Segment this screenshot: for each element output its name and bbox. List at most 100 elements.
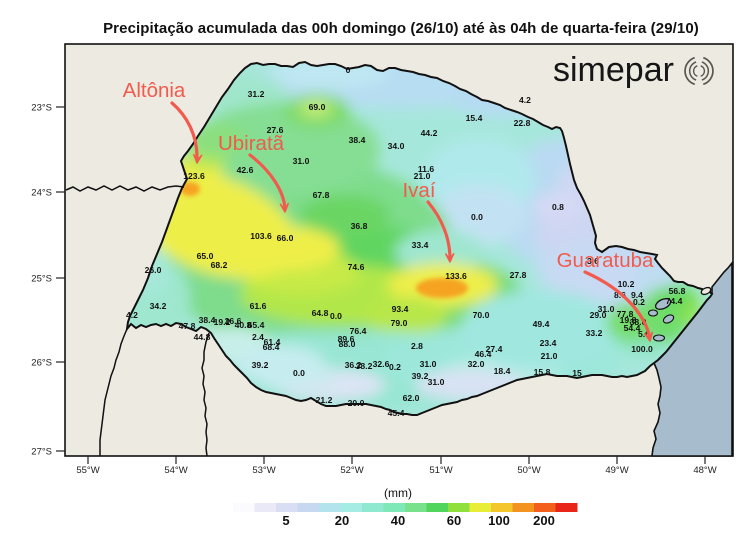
svg-text:31.2: 31.2	[248, 89, 265, 99]
svg-text:10.2: 10.2	[618, 279, 635, 289]
svg-text:70.0: 70.0	[473, 310, 490, 320]
svg-text:56.8: 56.8	[669, 286, 686, 296]
svg-text:24°S: 24°S	[31, 188, 52, 199]
svg-text:31.0: 31.0	[293, 156, 310, 166]
svg-text:76.4: 76.4	[350, 326, 367, 336]
svg-text:simepar: simepar	[553, 51, 674, 89]
svg-text:18.4: 18.4	[494, 366, 511, 376]
svg-text:26.0: 26.0	[145, 265, 162, 275]
svg-text:60: 60	[447, 513, 461, 528]
svg-text:Ubiratã: Ubiratã	[218, 132, 285, 155]
svg-text:0: 0	[346, 65, 351, 75]
svg-text:0.8: 0.8	[552, 202, 564, 212]
svg-text:33.4: 33.4	[412, 240, 429, 250]
svg-text:79.0: 79.0	[391, 318, 408, 328]
svg-text:40.8: 40.8	[235, 320, 252, 330]
svg-text:11.6: 11.6	[418, 164, 434, 174]
svg-text:(mm): (mm)	[384, 486, 412, 500]
svg-text:23°S: 23°S	[31, 103, 52, 114]
svg-text:2.4: 2.4	[252, 332, 264, 342]
svg-text:27.4: 27.4	[486, 344, 503, 354]
svg-text:103.6: 103.6	[250, 231, 272, 241]
svg-text:27.8: 27.8	[510, 270, 527, 280]
svg-text:42.6: 42.6	[237, 165, 254, 175]
svg-text:20.0: 20.0	[348, 398, 365, 408]
svg-text:33.2: 33.2	[586, 328, 603, 338]
svg-text:20: 20	[335, 513, 349, 528]
svg-text:36.2: 36.2	[345, 360, 362, 370]
svg-text:133.6: 133.6	[445, 271, 467, 281]
svg-text:26°S: 26°S	[31, 358, 52, 369]
svg-text:0.0: 0.0	[471, 212, 483, 222]
svg-text:67.8: 67.8	[313, 190, 330, 200]
svg-text:89.6: 89.6	[338, 334, 355, 344]
svg-text:4.2: 4.2	[126, 310, 138, 320]
svg-text:200: 200	[533, 513, 555, 528]
svg-text:65.4: 65.4	[248, 320, 265, 330]
svg-text:31.0: 31.0	[420, 359, 437, 369]
svg-text:74.4: 74.4	[666, 296, 683, 306]
svg-text:123.6: 123.6	[183, 171, 205, 181]
svg-text:49°W: 49°W	[605, 465, 628, 476]
svg-text:100: 100	[488, 513, 510, 528]
svg-text:48°W: 48°W	[693, 465, 716, 476]
svg-text:38.4: 38.4	[199, 315, 216, 325]
svg-text:68.4: 68.4	[263, 342, 280, 352]
svg-text:47.8: 47.8	[179, 321, 196, 331]
svg-text:25°S: 25°S	[31, 274, 52, 285]
svg-text:61.4: 61.4	[264, 337, 281, 347]
svg-text:45.4: 45.4	[388, 408, 405, 418]
svg-text:0.2: 0.2	[633, 297, 645, 307]
svg-text:19.2: 19.2	[214, 317, 231, 327]
svg-text:55°W: 55°W	[76, 465, 99, 476]
svg-text:36.8: 36.8	[351, 221, 368, 231]
svg-text:2.8: 2.8	[411, 341, 423, 351]
svg-text:49.4: 49.4	[533, 319, 550, 329]
svg-text:Altônia: Altônia	[123, 79, 186, 102]
svg-text:65.0: 65.0	[197, 251, 214, 261]
svg-text:31.0: 31.0	[598, 304, 615, 314]
svg-text:38.4: 38.4	[349, 135, 366, 145]
svg-text:21.0: 21.0	[414, 171, 431, 181]
svg-text:93.4: 93.4	[392, 304, 409, 314]
svg-text:4.2: 4.2	[519, 95, 531, 105]
svg-text:66.0: 66.0	[277, 233, 294, 243]
svg-text:27.6: 27.6	[267, 125, 284, 135]
svg-text:34.2: 34.2	[150, 301, 167, 311]
svg-text:54°W: 54°W	[164, 465, 187, 476]
svg-text:31.0: 31.0	[428, 377, 445, 387]
svg-text:51°W: 51°W	[429, 465, 452, 476]
svg-text:38.0: 38.0	[630, 317, 647, 327]
svg-text:61.6: 61.6	[250, 301, 267, 311]
svg-text:22.8: 22.8	[514, 118, 531, 128]
svg-text:3.6: 3.6	[587, 256, 599, 266]
svg-text:26.6: 26.6	[225, 316, 242, 326]
svg-text:38.2: 38.2	[356, 361, 373, 371]
svg-text:44.2: 44.2	[421, 128, 438, 138]
svg-text:Precipitação acumulada das 00h: Precipitação acumulada das 00h domingo (…	[103, 20, 699, 37]
svg-text:21.0: 21.0	[541, 351, 558, 361]
svg-text:54.4: 54.4	[624, 323, 641, 333]
svg-text:53°W: 53°W	[252, 465, 275, 476]
svg-text:44.8: 44.8	[194, 332, 211, 342]
svg-text:15.8: 15.8	[534, 367, 551, 377]
svg-text:68.2: 68.2	[211, 260, 228, 270]
svg-text:32.0: 32.0	[468, 359, 485, 369]
svg-text:88.0: 88.0	[339, 339, 356, 349]
svg-text:23.4: 23.4	[540, 338, 557, 348]
svg-text:15.4: 15.4	[466, 113, 483, 123]
svg-text:29.0: 29.0	[590, 310, 607, 320]
svg-text:5: 5	[282, 513, 289, 528]
svg-text:52°W: 52°W	[340, 465, 363, 476]
svg-text:50°W: 50°W	[517, 465, 540, 476]
svg-text:0.2: 0.2	[389, 362, 401, 372]
svg-text:21.2: 21.2	[316, 395, 333, 405]
svg-text:32.6: 32.6	[373, 359, 390, 369]
svg-text:19.8: 19.8	[620, 315, 637, 325]
svg-text:77.8: 77.8	[617, 309, 634, 319]
svg-text:40: 40	[391, 513, 405, 528]
svg-text:0.0: 0.0	[293, 368, 305, 378]
svg-text:39.2: 39.2	[412, 371, 429, 381]
svg-text:15: 15	[572, 368, 582, 378]
svg-text:0.0: 0.0	[330, 311, 342, 321]
